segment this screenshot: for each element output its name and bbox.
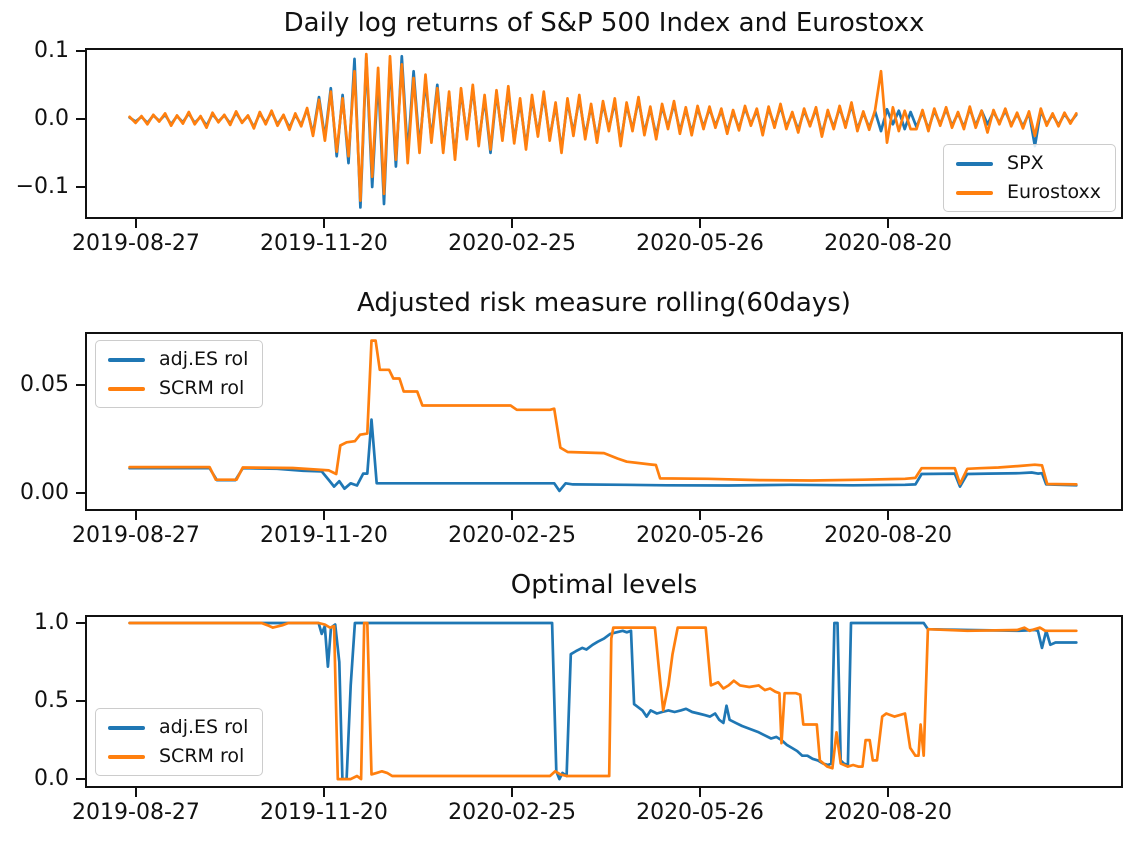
- y-tick-mark: [76, 700, 85, 703]
- x-tick-mark: [322, 219, 325, 228]
- y-tick-mark: [76, 117, 85, 120]
- y-tick-mark: [76, 492, 85, 495]
- plot3-canvas: [128, 621, 1078, 781]
- x-tick-mark: [511, 511, 514, 520]
- series-line-spx: [128, 54, 1078, 209]
- legend-line-swatch: [108, 754, 145, 759]
- x-tick-label: 2019-08-27: [72, 231, 200, 256]
- series-line-eurostoxx: [128, 52, 1078, 202]
- legend-line-swatch: [956, 190, 994, 195]
- legend-line-swatch: [108, 725, 145, 730]
- x-tick-label: 2019-11-20: [260, 800, 388, 825]
- legend-line-swatch: [108, 357, 145, 362]
- x-tick-mark: [134, 219, 137, 228]
- y-tick-label: 0.00: [20, 480, 69, 506]
- plot1-canvas: [128, 52, 1078, 209]
- plot2-legend: adj.ES rol SCRM rol: [95, 340, 264, 408]
- y-tick-label: 1.0: [34, 609, 69, 635]
- legend-label: SPX: [1007, 152, 1044, 174]
- y-tick-label: 0.5: [34, 688, 69, 714]
- legend-label: adj.ES rol: [159, 716, 249, 738]
- legend-entry: adj.ES rol: [108, 348, 248, 371]
- x-tick-label: 2019-11-20: [260, 523, 388, 548]
- legend-entry: adj.ES rol: [108, 716, 248, 739]
- series-line-scrm-rol: [128, 339, 1078, 486]
- plot3-axes: adj.ES rol SCRM rol: [85, 615, 1123, 788]
- x-tick-label: 2020-05-26: [636, 231, 764, 256]
- x-tick-mark: [699, 511, 701, 520]
- y-tick-label: 0.05: [20, 371, 69, 397]
- plot1-axes: SPX Eurostoxx: [85, 48, 1123, 219]
- plot3-title: Optimal levels: [510, 570, 698, 600]
- plot1-legend: SPX Eurostoxx: [943, 144, 1116, 212]
- x-tick-mark: [322, 788, 325, 797]
- legend-label: SCRM rol: [159, 377, 245, 399]
- x-tick-label: 2020-08-20: [824, 800, 953, 825]
- y-tick-mark: [76, 185, 85, 188]
- plot3-legend: adj.ES rol SCRM rol: [95, 708, 264, 776]
- plot2-title: Adjusted risk measure rolling(60days): [357, 288, 851, 318]
- legend-label: Eurostoxx: [1007, 181, 1101, 203]
- y-tick-mark: [76, 49, 85, 52]
- x-tick-label: 2019-08-27: [72, 523, 200, 548]
- legend-entry: SCRM rol: [108, 745, 248, 768]
- series-line-scrm-rol: [128, 621, 1078, 781]
- x-tick-mark: [887, 511, 890, 520]
- x-tick-label: 2019-11-20: [260, 231, 388, 256]
- legend-label: adj.ES rol: [159, 348, 249, 370]
- y-tick-label: 0.0: [34, 766, 69, 792]
- series-line-adj-es-rol: [128, 418, 1078, 493]
- legend-entry: SCRM rol: [108, 377, 248, 400]
- x-tick-mark: [511, 788, 514, 797]
- x-tick-mark: [134, 788, 137, 797]
- legend-line-swatch: [956, 161, 994, 166]
- x-tick-mark: [134, 511, 137, 520]
- x-tick-label: 2020-02-25: [448, 800, 576, 825]
- y-tick-mark: [76, 778, 85, 781]
- x-tick-label: 2020-02-25: [448, 231, 576, 256]
- x-tick-mark: [322, 511, 325, 520]
- x-tick-label: 2020-02-25: [448, 523, 576, 548]
- x-tick-mark: [511, 219, 514, 228]
- y-tick-label: −0.1: [15, 173, 69, 199]
- y-tick-mark: [76, 621, 85, 624]
- plot1-title: Daily log returns of S&P 500 Index and E…: [283, 8, 925, 38]
- x-tick-label: 2020-08-20: [824, 231, 953, 256]
- legend-entry: Eurostoxx: [956, 181, 1101, 204]
- y-tick-label: 0.0: [34, 105, 69, 131]
- series-line-adj-es-rol: [128, 621, 1078, 781]
- x-tick-label: 2020-08-20: [824, 523, 953, 548]
- x-tick-mark: [699, 788, 701, 797]
- x-tick-label: 2019-08-27: [72, 800, 200, 825]
- x-tick-mark: [887, 788, 890, 797]
- y-tick-label: 0.1: [34, 37, 69, 63]
- legend-line-swatch: [108, 386, 145, 391]
- plot2-canvas: [128, 339, 1078, 493]
- x-tick-label: 2020-05-26: [636, 800, 764, 825]
- x-tick-mark: [699, 219, 701, 228]
- plot2-axes: adj.ES rol SCRM rol: [85, 332, 1123, 511]
- x-tick-label: 2020-05-26: [636, 523, 764, 548]
- legend-entry: SPX: [956, 152, 1101, 175]
- y-tick-mark: [76, 383, 85, 386]
- x-tick-mark: [887, 219, 890, 228]
- legend-label: SCRM rol: [159, 745, 245, 767]
